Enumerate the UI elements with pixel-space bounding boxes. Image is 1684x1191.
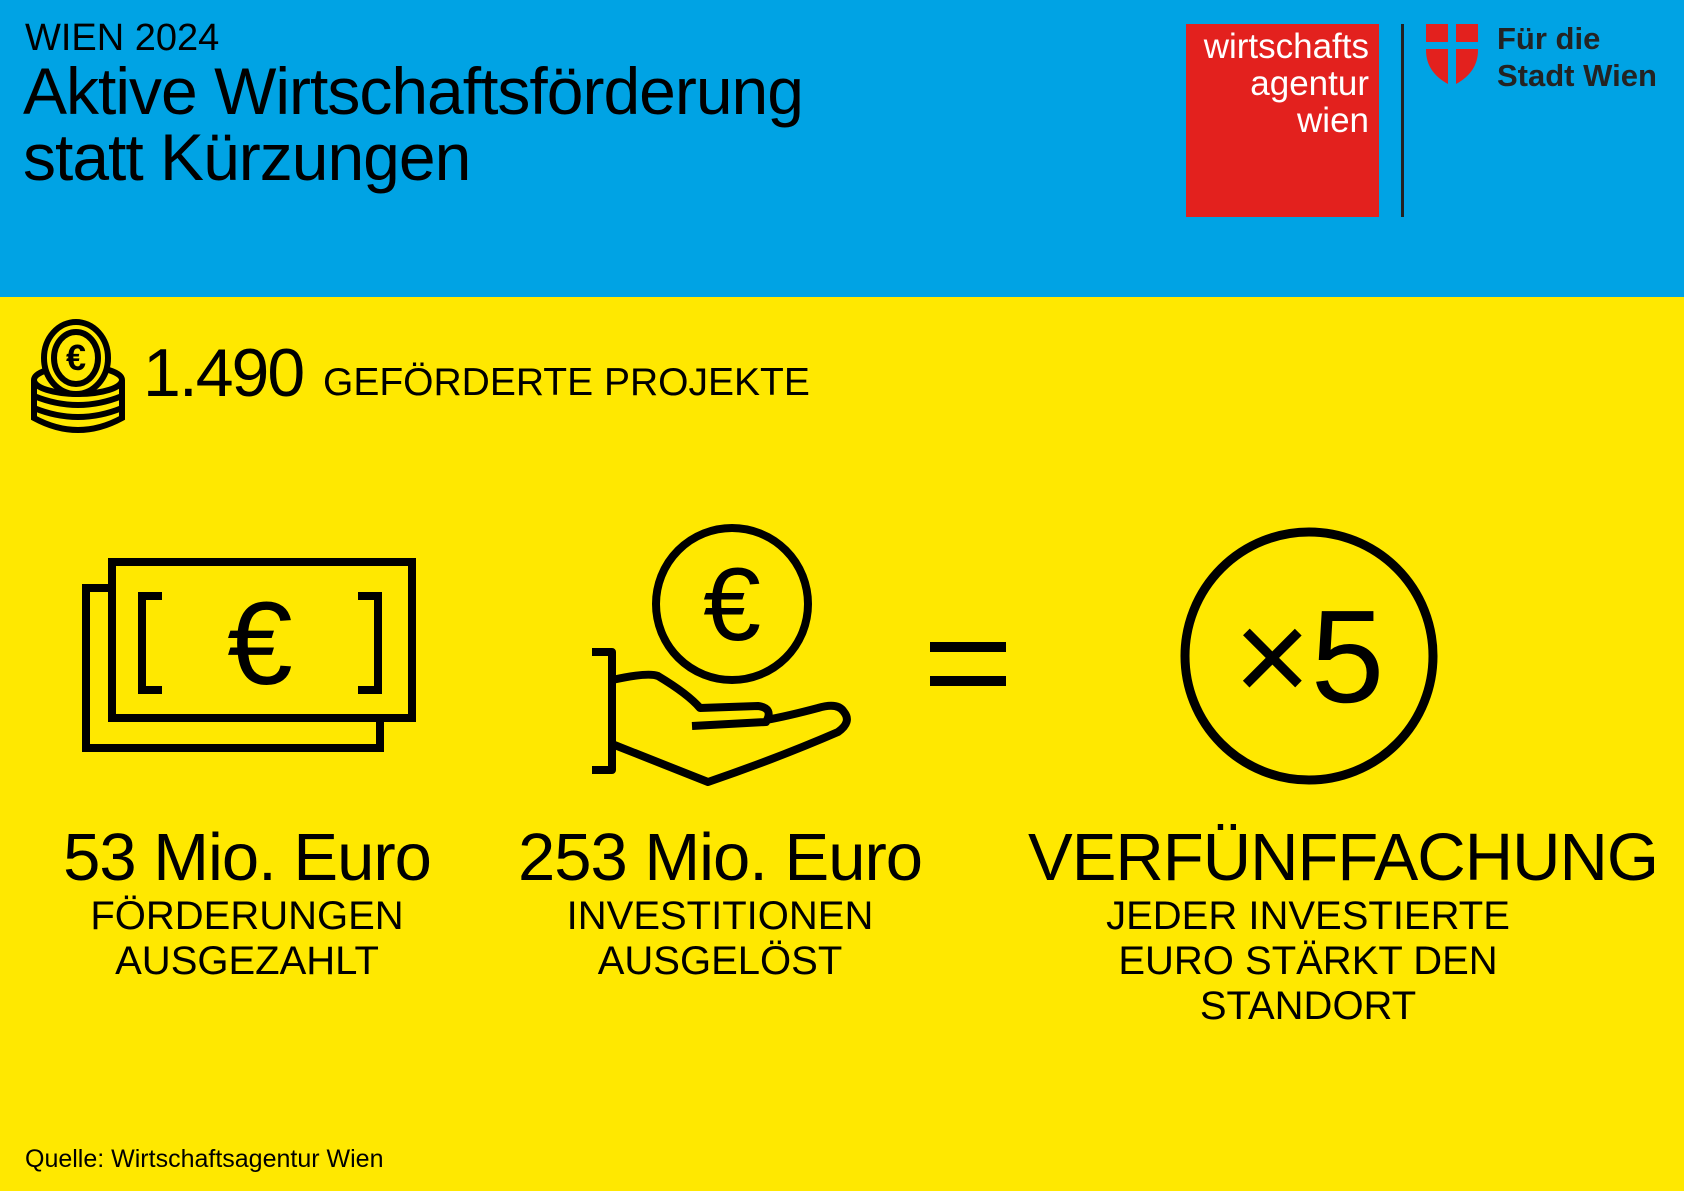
- banknote-icon: €: [82, 558, 416, 752]
- logo-divider: [1401, 24, 1404, 217]
- projects-label: GEFÖRDERTE PROJEKTE: [323, 361, 810, 404]
- svg-text:€: €: [66, 337, 86, 378]
- wirtschaftsagentur-logo: wirtschafts agentur wien: [1186, 24, 1379, 217]
- stat-funding: 53 Mio. Euro FÖRDERUNGEN AUSGEZAHLT: [0, 822, 527, 984]
- equals-icon: [930, 642, 1006, 686]
- stat-label: JEDER INVESTIERTE: [1106, 894, 1510, 938]
- hand-coin-icon: €: [592, 524, 851, 786]
- stat-investments: 253 Mio. Euro INVESTITIONEN AUSGELÖST: [440, 822, 1000, 984]
- stat-label: AUSGEZAHLT: [115, 939, 379, 983]
- stat-value: VERFÜNFFACHUNG: [1028, 820, 1659, 895]
- logo-text: agentur: [1250, 64, 1369, 103]
- title-line-1: Aktive Wirtschaftsförderung: [23, 54, 804, 128]
- page-title: Aktive Wirtschaftsförderung statt Kürzun…: [23, 54, 804, 194]
- stat-label: INVESTITIONEN: [566, 894, 874, 938]
- title-line-2: statt Kürzungen: [23, 120, 471, 194]
- stat-value: 53 Mio. Euro: [63, 820, 432, 895]
- svg-text:€: €: [703, 547, 761, 663]
- stat-label: EURO STÄRKT DEN: [1118, 939, 1498, 983]
- header-band: WIEN 2024 Aktive Wirtschaftsförderung st…: [0, 0, 1684, 297]
- vienna-shield-icon: [1426, 24, 1478, 86]
- logo-text: wien: [1297, 101, 1369, 140]
- logo-text: wirtschafts: [1203, 27, 1369, 66]
- stat-label: STANDORT: [1199, 984, 1417, 1028]
- kicker: WIEN 2024: [25, 17, 220, 59]
- stat-label: AUSGELÖST: [597, 939, 843, 983]
- times-five-icon: ×5: [1180, 527, 1438, 785]
- stat-multiplier: VERFÜNFFACHUNG JEDER INVESTIERTE EURO ST…: [1028, 820, 1659, 1029]
- logo-text: Für die: [1497, 21, 1601, 56]
- stadt-wien-logo: Für die Stadt Wien: [1497, 20, 1657, 94]
- logo-text: Stadt Wien: [1497, 58, 1657, 93]
- stat-label: FÖRDERUNGEN: [90, 894, 404, 938]
- svg-text:€: €: [227, 578, 293, 710]
- times-five-label: ×5: [1234, 583, 1385, 730]
- stat-value: 253 Mio. Euro: [517, 820, 923, 895]
- coin-stack-icon: €: [31, 319, 125, 433]
- projects-count: 1.490: [143, 335, 305, 411]
- source-note: Quelle: Wirtschaftsagentur Wien: [25, 1145, 384, 1173]
